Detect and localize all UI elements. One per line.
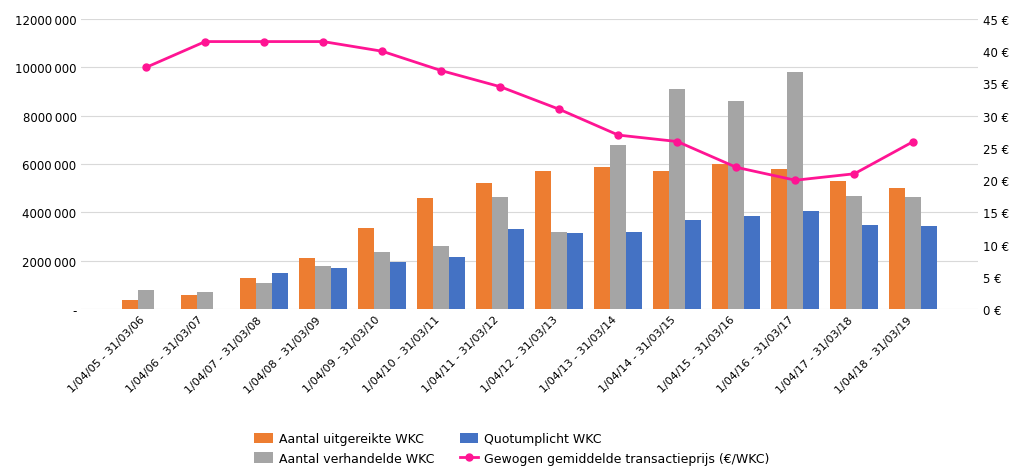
- Bar: [728, 102, 744, 309]
- Legend: Aantal uitgereikte WKC, Aantal verhandelde WKC, Quotumplicht WKC, Gewogen gemidd: Aantal uitgereikte WKC, Aantal verhandel…: [249, 427, 775, 470]
- Gewogen gemiddelde transactieprijs (€/WKC): [317, 40, 330, 45]
- Gewogen gemiddelde transactieprijs (€/WKC): [848, 171, 860, 177]
- Bar: [830, 182, 847, 309]
- Gewogen gemiddelde transactieprijs (€/WKC): [495, 85, 507, 90]
- Bar: [241, 278, 256, 309]
- Bar: [670, 90, 685, 309]
- Line: Gewogen gemiddelde transactieprijs (€/WKC): Gewogen gemiddelde transactieprijs (€/WK…: [142, 39, 916, 184]
- Bar: [787, 73, 803, 309]
- Bar: [713, 165, 728, 309]
- Bar: [358, 228, 374, 309]
- Bar: [181, 295, 198, 309]
- Bar: [418, 198, 433, 309]
- Bar: [493, 198, 508, 309]
- Bar: [744, 217, 760, 309]
- Bar: [299, 259, 315, 309]
- Gewogen gemiddelde transactieprijs (€/WKC): [376, 50, 388, 55]
- Bar: [508, 230, 524, 309]
- Bar: [653, 172, 670, 309]
- Bar: [331, 268, 347, 309]
- Bar: [138, 290, 154, 309]
- Bar: [922, 226, 937, 309]
- Gewogen gemiddelde transactieprijs (€/WKC): [199, 40, 211, 45]
- Bar: [803, 212, 819, 309]
- Bar: [847, 196, 862, 309]
- Bar: [374, 253, 390, 309]
- Bar: [594, 167, 610, 309]
- Gewogen gemiddelde transactieprijs (€/WKC): [907, 139, 920, 145]
- Gewogen gemiddelde transactieprijs (€/WKC): [612, 133, 625, 139]
- Bar: [315, 266, 331, 309]
- Bar: [198, 293, 213, 309]
- Bar: [685, 220, 701, 309]
- Bar: [450, 258, 465, 309]
- Bar: [771, 169, 787, 309]
- Bar: [627, 232, 642, 309]
- Gewogen gemiddelde transactieprijs (€/WKC): [730, 165, 742, 171]
- Bar: [476, 184, 493, 309]
- Gewogen gemiddelde transactieprijs (€/WKC): [553, 107, 565, 113]
- Bar: [890, 189, 905, 309]
- Gewogen gemiddelde transactieprijs (€/WKC): [258, 40, 270, 45]
- Bar: [390, 262, 407, 309]
- Bar: [905, 198, 922, 309]
- Gewogen gemiddelde transactieprijs (€/WKC): [790, 178, 802, 184]
- Bar: [862, 225, 879, 309]
- Bar: [256, 283, 272, 309]
- Bar: [433, 247, 450, 309]
- Gewogen gemiddelde transactieprijs (€/WKC): [435, 69, 447, 74]
- Bar: [551, 232, 567, 309]
- Bar: [610, 146, 627, 309]
- Gewogen gemiddelde transactieprijs (€/WKC): [140, 65, 153, 71]
- Bar: [567, 234, 583, 309]
- Bar: [272, 273, 288, 309]
- Bar: [536, 172, 551, 309]
- Bar: [122, 300, 138, 309]
- Gewogen gemiddelde transactieprijs (€/WKC): [671, 139, 683, 145]
